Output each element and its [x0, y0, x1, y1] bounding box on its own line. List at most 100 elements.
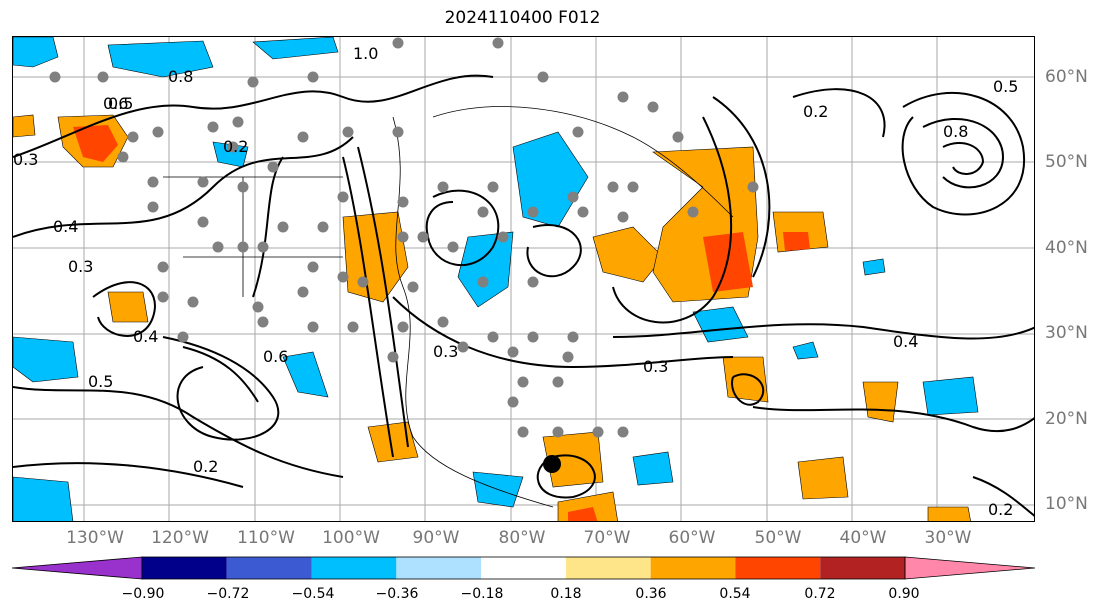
observation-dot — [297, 286, 309, 298]
observation-dot — [487, 181, 499, 193]
latitude-label: 30°N — [1045, 323, 1088, 343]
observation-dot — [252, 301, 264, 313]
observation-dot — [647, 101, 659, 113]
longitude-label: 110°W — [237, 528, 295, 548]
contour-label: 0.3 — [68, 257, 93, 276]
observation-dot — [307, 261, 319, 273]
contour-label: 0.2 — [803, 102, 828, 121]
observation-dot — [607, 181, 619, 193]
observation-dot — [97, 71, 109, 83]
longitude-label: 100°W — [322, 528, 380, 548]
observation-dot — [177, 331, 189, 343]
observation-dot — [49, 71, 61, 83]
observation-dot — [147, 201, 159, 213]
colorbar-segment — [396, 557, 482, 579]
observation-dot — [617, 426, 629, 438]
observation-dot — [277, 221, 289, 233]
observation-dot — [337, 271, 349, 283]
observation-dot — [337, 191, 349, 203]
latitude-label: 40°N — [1045, 238, 1088, 258]
latitude-label: 60°N — [1045, 67, 1088, 87]
contour-label: 0.5 — [993, 77, 1018, 96]
observation-dot — [617, 91, 629, 103]
observation-dot — [497, 231, 509, 243]
colorbar-tick-label: 0.36 — [635, 586, 667, 602]
observation-dot — [552, 426, 564, 438]
contour-label: 0.6 — [103, 94, 128, 113]
observation-dot — [317, 221, 329, 233]
colorbar-segment — [650, 557, 736, 579]
observation-dot — [247, 76, 259, 88]
contour-label: 0.8 — [168, 67, 193, 86]
latitude-label: 50°N — [1045, 152, 1088, 172]
longitude-label: 130°W — [66, 528, 124, 548]
colorbar-tick-label: 0.90 — [888, 586, 920, 602]
observation-dot — [117, 151, 129, 163]
contour-lines — [13, 74, 1034, 517]
observation-dot — [157, 261, 169, 273]
longitude-label: 30°W — [924, 528, 972, 548]
colorbar-tick-label: 0.54 — [719, 586, 751, 602]
colorbar-outline — [141, 556, 906, 580]
colorbar-segment — [565, 557, 651, 579]
colorbar-segment — [142, 557, 227, 579]
colorbar-segment — [735, 557, 821, 579]
latitude-label: 10°N — [1045, 494, 1088, 514]
observation-dot — [507, 396, 519, 408]
observation-dot — [562, 351, 574, 363]
colorbar-tick-label: −0.72 — [206, 586, 250, 602]
observation-dot — [237, 241, 249, 253]
longitude-label: 50°W — [754, 528, 802, 548]
observation-dot — [527, 206, 539, 218]
observation-dot — [417, 231, 429, 243]
colorbar-tick-label: −0.36 — [375, 586, 419, 602]
contour-label: 0.5 — [108, 94, 133, 113]
negative-anomaly-fills — [13, 37, 979, 521]
observation-dot — [257, 316, 269, 328]
observation-dot — [347, 321, 359, 333]
observation-dot — [307, 71, 319, 83]
observation-dot — [307, 321, 319, 333]
longitude-label: 70°W — [583, 528, 631, 548]
observation-dot — [527, 276, 539, 288]
observation-dot — [567, 191, 579, 203]
observation-dot — [397, 196, 409, 208]
observation-dot — [687, 206, 699, 218]
colorbar — [11, 556, 1036, 580]
positive-anomaly-fills — [13, 114, 971, 521]
contour-label: 0.2 — [193, 457, 218, 476]
observation-dot — [397, 321, 409, 333]
contour-label: 0.2 — [223, 137, 248, 156]
contour-label: 0.6 — [263, 347, 288, 366]
observation-dot — [627, 181, 639, 193]
map-canvas: 1.00.80.60.50.30.40.20.50.30.40.60.20.30… — [13, 37, 1034, 521]
observation-dot — [267, 161, 279, 173]
observation-dot — [577, 206, 589, 218]
observation-dot — [567, 331, 579, 343]
observation-dot — [212, 241, 224, 253]
observation-dot — [447, 241, 459, 253]
observation-dot — [342, 126, 354, 138]
map-panel: 1.0 0.8 0.6 0.5 0.3 0.4 0.2 0.5 0.3 0.4 0.6 0.2 0.3 0… — [12, 36, 1035, 522]
longitude-label: 60°W — [668, 528, 716, 548]
contour-label: 0.3 — [643, 357, 668, 376]
observation-dot — [477, 276, 489, 288]
contour-label: 0.3 — [13, 150, 38, 169]
observation-dots — [49, 37, 759, 438]
observation-dot — [392, 37, 404, 49]
contour-label: 1.0 — [353, 44, 378, 63]
colorbar-segment — [226, 557, 312, 579]
observation-dot — [617, 211, 629, 223]
observation-dot — [392, 126, 404, 138]
observation-dot — [572, 126, 584, 138]
coastlines-borders — [163, 106, 734, 508]
observation-dot — [152, 126, 164, 138]
contour-label: 0.4 — [133, 327, 158, 346]
observation-dot — [197, 176, 209, 188]
observation-dot — [157, 291, 169, 303]
observation-dot — [507, 346, 519, 358]
contour-label: 0.5 — [88, 372, 113, 391]
observation-dot — [187, 296, 199, 308]
longitude-label: 80°W — [498, 528, 546, 548]
contour-label: 0.2 — [988, 500, 1013, 519]
